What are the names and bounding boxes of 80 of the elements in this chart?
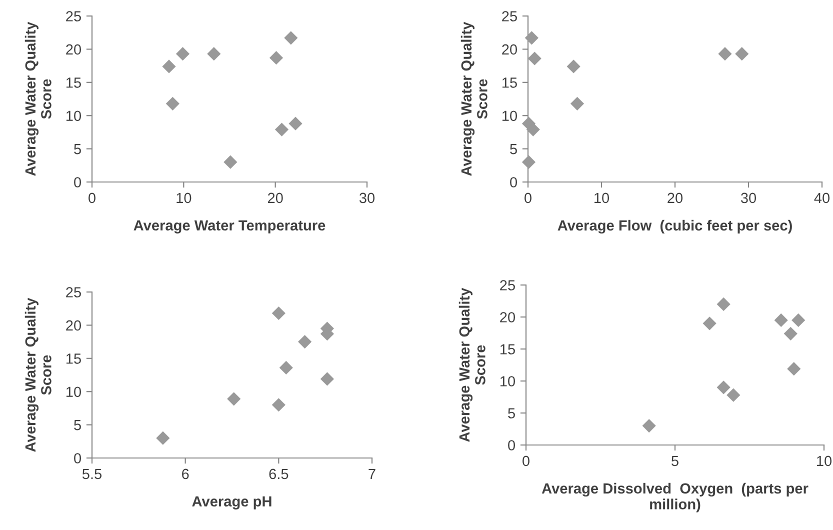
x-tick-label: 20 — [268, 192, 283, 204]
x-tick-label: 10 — [817, 456, 832, 466]
x-tick-label: 0 — [88, 192, 96, 204]
y-tick-label: 5 — [74, 420, 81, 430]
point — [279, 360, 293, 374]
point — [566, 60, 580, 74]
x-tick-label: 20 — [668, 192, 683, 204]
x-tick-label: 10 — [594, 192, 610, 204]
point — [784, 326, 798, 340]
x-axis-title: Average pH — [192, 496, 272, 510]
point — [288, 116, 302, 130]
point — [284, 31, 298, 45]
x-tick-label: 30 — [359, 192, 375, 204]
y-tick-label: 10 — [66, 386, 82, 398]
point — [524, 31, 538, 45]
x-tick-label: 40 — [814, 192, 830, 204]
point — [176, 47, 190, 61]
point — [792, 313, 806, 328]
x-tick-label: 5 — [672, 456, 678, 466]
point — [716, 297, 730, 312]
point — [166, 96, 180, 110]
point — [526, 122, 540, 136]
x-tick-label: 10 — [176, 192, 192, 204]
y-tick-label: 5 — [510, 144, 517, 154]
y-tick-label: 20 — [500, 312, 516, 322]
point — [274, 122, 289, 136]
y-tick-label: 20 — [66, 44, 82, 55]
x-tick-label: 6 — [182, 468, 189, 480]
y-tick-label: 0 — [74, 177, 82, 188]
y-tick-label: 15 — [502, 78, 517, 88]
y-axis-title: Average Water Quality Score — [460, 22, 488, 176]
y-axis-title: Average Water Quality Score — [24, 22, 52, 176]
y-tick-label: 25 — [66, 11, 81, 22]
y-tick-label: 15 — [66, 354, 81, 364]
y-tick-label: 10 — [66, 110, 82, 122]
x-axis-title: Average Water Temperature — [134, 220, 326, 234]
point — [735, 47, 749, 61]
y-tick-label: 25 — [500, 280, 515, 290]
point — [774, 313, 788, 328]
point — [269, 51, 284, 65]
x-tick-label: 0 — [524, 192, 532, 204]
y-tick-label: 10 — [502, 110, 518, 122]
point — [718, 47, 732, 61]
point — [716, 380, 730, 394]
y-tick-label: 20 — [66, 320, 82, 331]
x-tick-label: 5.5 — [82, 468, 102, 480]
y-axis-title: Average Water Quality Score — [24, 298, 52, 452]
point — [224, 155, 238, 169]
point — [528, 52, 542, 66]
point — [702, 316, 716, 330]
y-axis-title: Average Water Quality Score — [458, 288, 486, 442]
x-axis-title: Average Flow (cubic feet per sec) — [558, 220, 792, 234]
point — [207, 47, 221, 61]
x-tick-label: 30 — [740, 192, 756, 204]
x-tick-label: 7 — [368, 468, 376, 479]
y-tick-label: 20 — [502, 44, 518, 55]
y-tick-label: 15 — [66, 78, 81, 88]
point — [726, 388, 740, 402]
y-tick-label: 15 — [500, 344, 515, 354]
x-axis-title: Average Dissolved Oxygen (parts per million) — [542, 482, 808, 512]
y-tick-label: 25 — [502, 11, 517, 22]
y-tick-label: 5 — [508, 408, 515, 418]
point — [162, 60, 176, 74]
point — [227, 392, 241, 406]
point — [320, 372, 334, 386]
point — [272, 398, 286, 412]
point — [272, 306, 286, 320]
y-tick-label: 5 — [74, 144, 81, 154]
y-tick-label: 10 — [500, 376, 516, 386]
point — [522, 155, 536, 169]
point — [642, 418, 656, 433]
y-tick-label: 0 — [508, 440, 516, 450]
x-tick-label: 0 — [522, 456, 530, 466]
point — [156, 431, 170, 445]
point — [570, 96, 584, 110]
x-tick-label: 6.5 — [269, 468, 288, 480]
point — [298, 334, 312, 349]
y-tick-label: 25 — [66, 287, 81, 298]
y-tick-label: 0 — [510, 177, 518, 188]
point — [787, 362, 801, 376]
